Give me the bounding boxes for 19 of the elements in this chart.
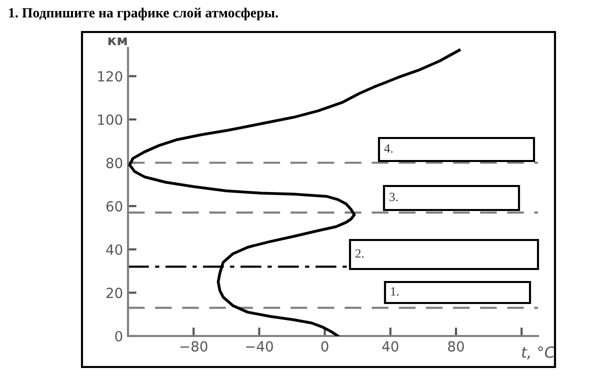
x-tick-label: 0	[321, 341, 328, 352]
y-tick-label: 120	[98, 71, 122, 82]
y-tick-label: 80	[106, 158, 122, 168]
x-axis-title: t, °C	[522, 346, 555, 360]
y-tick-label: 40	[106, 244, 122, 255]
annotation: 3.	[390, 192, 398, 202]
annotation: 2.	[356, 249, 364, 258]
x-tick-label: 80	[448, 341, 464, 352]
y-tick-label: 0	[115, 330, 122, 342]
annotation: 4.	[384, 144, 393, 153]
y-tick-label: 100	[98, 114, 122, 125]
y-axis-title: км	[108, 38, 127, 46]
x-tick-label: −80	[180, 341, 208, 352]
y-tick-label: 60	[106, 201, 122, 212]
x-tick-label: −40	[246, 341, 273, 352]
chart-title: 1. Подпишите на графике слой атмосферы.	[9, 8, 278, 20]
x-tick-label: 40	[382, 341, 398, 352]
annotation: 1.	[391, 287, 399, 296]
y-tick-label: 20	[106, 288, 122, 298]
